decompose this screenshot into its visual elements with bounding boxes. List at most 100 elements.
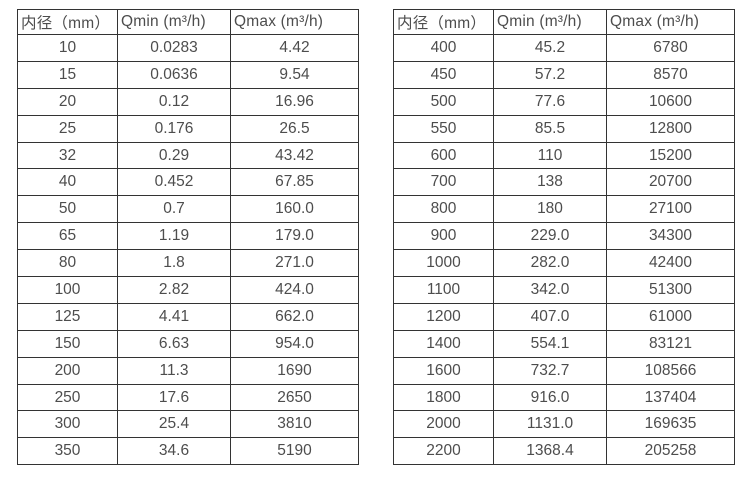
table-cell: 4.42 [230,34,359,62]
table-cell: 0.29 [117,141,231,170]
table-cell: 1690 [230,356,359,385]
table-row: 900 229.0 34300 [393,222,735,251]
table-row: 1600 732.7 108566 [393,356,735,385]
table-cell: 137404 [606,383,735,412]
table-cell: 550 [393,114,494,143]
table-row: 40 0.452 67.85 [17,168,359,197]
column-header-qmax: Qmax (m³/h) [230,9,359,35]
table-cell: 9.54 [230,60,359,89]
table-cell: 45.2 [493,34,607,62]
table-cell: 61000 [606,302,735,331]
header-row: 内径（mm） Qmin (m³/h) Qmax (m³/h) [393,9,735,35]
table-row: 1000 282.0 42400 [393,249,735,278]
table-row: 1800 916.0 137404 [393,383,735,412]
table-cell: 108566 [606,356,735,385]
table-cell: 40 [17,168,118,197]
table-cell: 1.19 [117,222,231,251]
table-cell: 424.0 [230,276,359,304]
table-row: 350 34.6 5190 [17,437,359,466]
table-body: 400 45.2 6780 450 57.2 8570 500 77.6 10600 550 85.… [393,34,735,466]
table-cell: 3810 [230,410,359,439]
table-cell: 100 [17,276,118,304]
column-header-qmin: Qmin (m³/h) [117,9,231,35]
table-row: 15 0.0636 9.54 [17,60,359,89]
table-row: 50 0.7 160.0 [17,195,359,224]
table-cell: 80 [17,249,118,278]
table-cell: 77.6 [493,87,607,116]
table-cell: 6.63 [117,329,231,358]
table-row: 500 77.6 10600 [393,87,735,116]
table-cell: 954.0 [230,329,359,358]
table-header: 内径（mm） Qmin (m³/h) Qmax (m³/h) [17,9,359,35]
table-row: 450 57.2 8570 [393,60,735,89]
column-header-diameter: 内径（mm） [393,9,494,35]
table-cell: 229.0 [493,222,607,251]
table-cell: 500 [393,87,494,116]
table-cell: 1600 [393,356,494,385]
table-cell: 16.96 [230,87,359,116]
table-cell: 50 [17,195,118,224]
table-cell: 1100 [393,276,494,304]
table-cell: 57.2 [493,60,607,89]
table-cell: 916.0 [493,383,607,412]
table-row: 2000 1131.0 169635 [393,410,735,439]
table-cell: 12800 [606,114,735,143]
table-row: 250 17.6 2650 [17,383,359,412]
table-cell: 732.7 [493,356,607,385]
table-cell: 662.0 [230,302,359,331]
table-cell: 4.41 [117,302,231,331]
table-cell: 2.82 [117,276,231,304]
table-cell: 85.5 [493,114,607,143]
table-cell: 554.1 [493,329,607,358]
table-row: 700 138 20700 [393,168,735,197]
table-row: 65 1.19 179.0 [17,222,359,251]
table-cell: 205258 [606,437,735,466]
table-cell: 42400 [606,249,735,278]
table-cell: 0.176 [117,114,231,143]
flow-rate-table-right: 内径（mm） Qmin (m³/h) Qmax (m³/h) 400 45.2 67… [393,9,735,466]
table-cell: 2650 [230,383,359,412]
table-cell: 0.0283 [117,34,231,62]
table-row: 2200 1368.4 205258 [393,437,735,466]
table-cell: 250 [17,383,118,412]
table-cell: 400 [393,34,494,62]
table-cell: 32 [17,141,118,170]
table-cell: 83121 [606,329,735,358]
table-cell: 700 [393,168,494,197]
table-cell: 407.0 [493,302,607,331]
table-cell: 110 [493,141,607,170]
table-body: 10 0.0283 4.42 15 0.0636 9.54 20 0.12 16.96 25 0.1… [17,34,359,466]
table-cell: 179.0 [230,222,359,251]
table-row: 1400 554.1 83121 [393,329,735,358]
table-cell: 34.6 [117,437,231,466]
table-cell: 2000 [393,410,494,439]
table-cell: 160.0 [230,195,359,224]
table-cell: 282.0 [493,249,607,278]
table-row: 10 0.0283 4.42 [17,34,359,62]
table-row: 1100 342.0 51300 [393,276,735,304]
table-row: 300 25.4 3810 [17,410,359,439]
table-cell: 20700 [606,168,735,197]
table-row: 400 45.2 6780 [393,34,735,62]
table-cell: 1400 [393,329,494,358]
table-cell: 1800 [393,383,494,412]
table-cell: 15200 [606,141,735,170]
table-row: 20 0.12 16.96 [17,87,359,116]
table-cell: 169635 [606,410,735,439]
table-row: 125 4.41 662.0 [17,302,359,331]
table-cell: 342.0 [493,276,607,304]
header-row: 内径（mm） Qmin (m³/h) Qmax (m³/h) [17,9,359,35]
table-cell: 5190 [230,437,359,466]
table-row: 200 11.3 1690 [17,356,359,385]
table-cell: 15 [17,60,118,89]
tables-container: 内径（mm） Qmin (m³/h) Qmax (m³/h) 10 0.0283 4… [17,9,735,466]
table-row: 25 0.176 26.5 [17,114,359,143]
table-cell: 138 [493,168,607,197]
table-cell: 25.4 [117,410,231,439]
table-cell: 26.5 [230,114,359,143]
table-cell: 25 [17,114,118,143]
table-cell: 43.42 [230,141,359,170]
table-cell: 350 [17,437,118,466]
table-cell: 34300 [606,222,735,251]
table-cell: 17.6 [117,383,231,412]
